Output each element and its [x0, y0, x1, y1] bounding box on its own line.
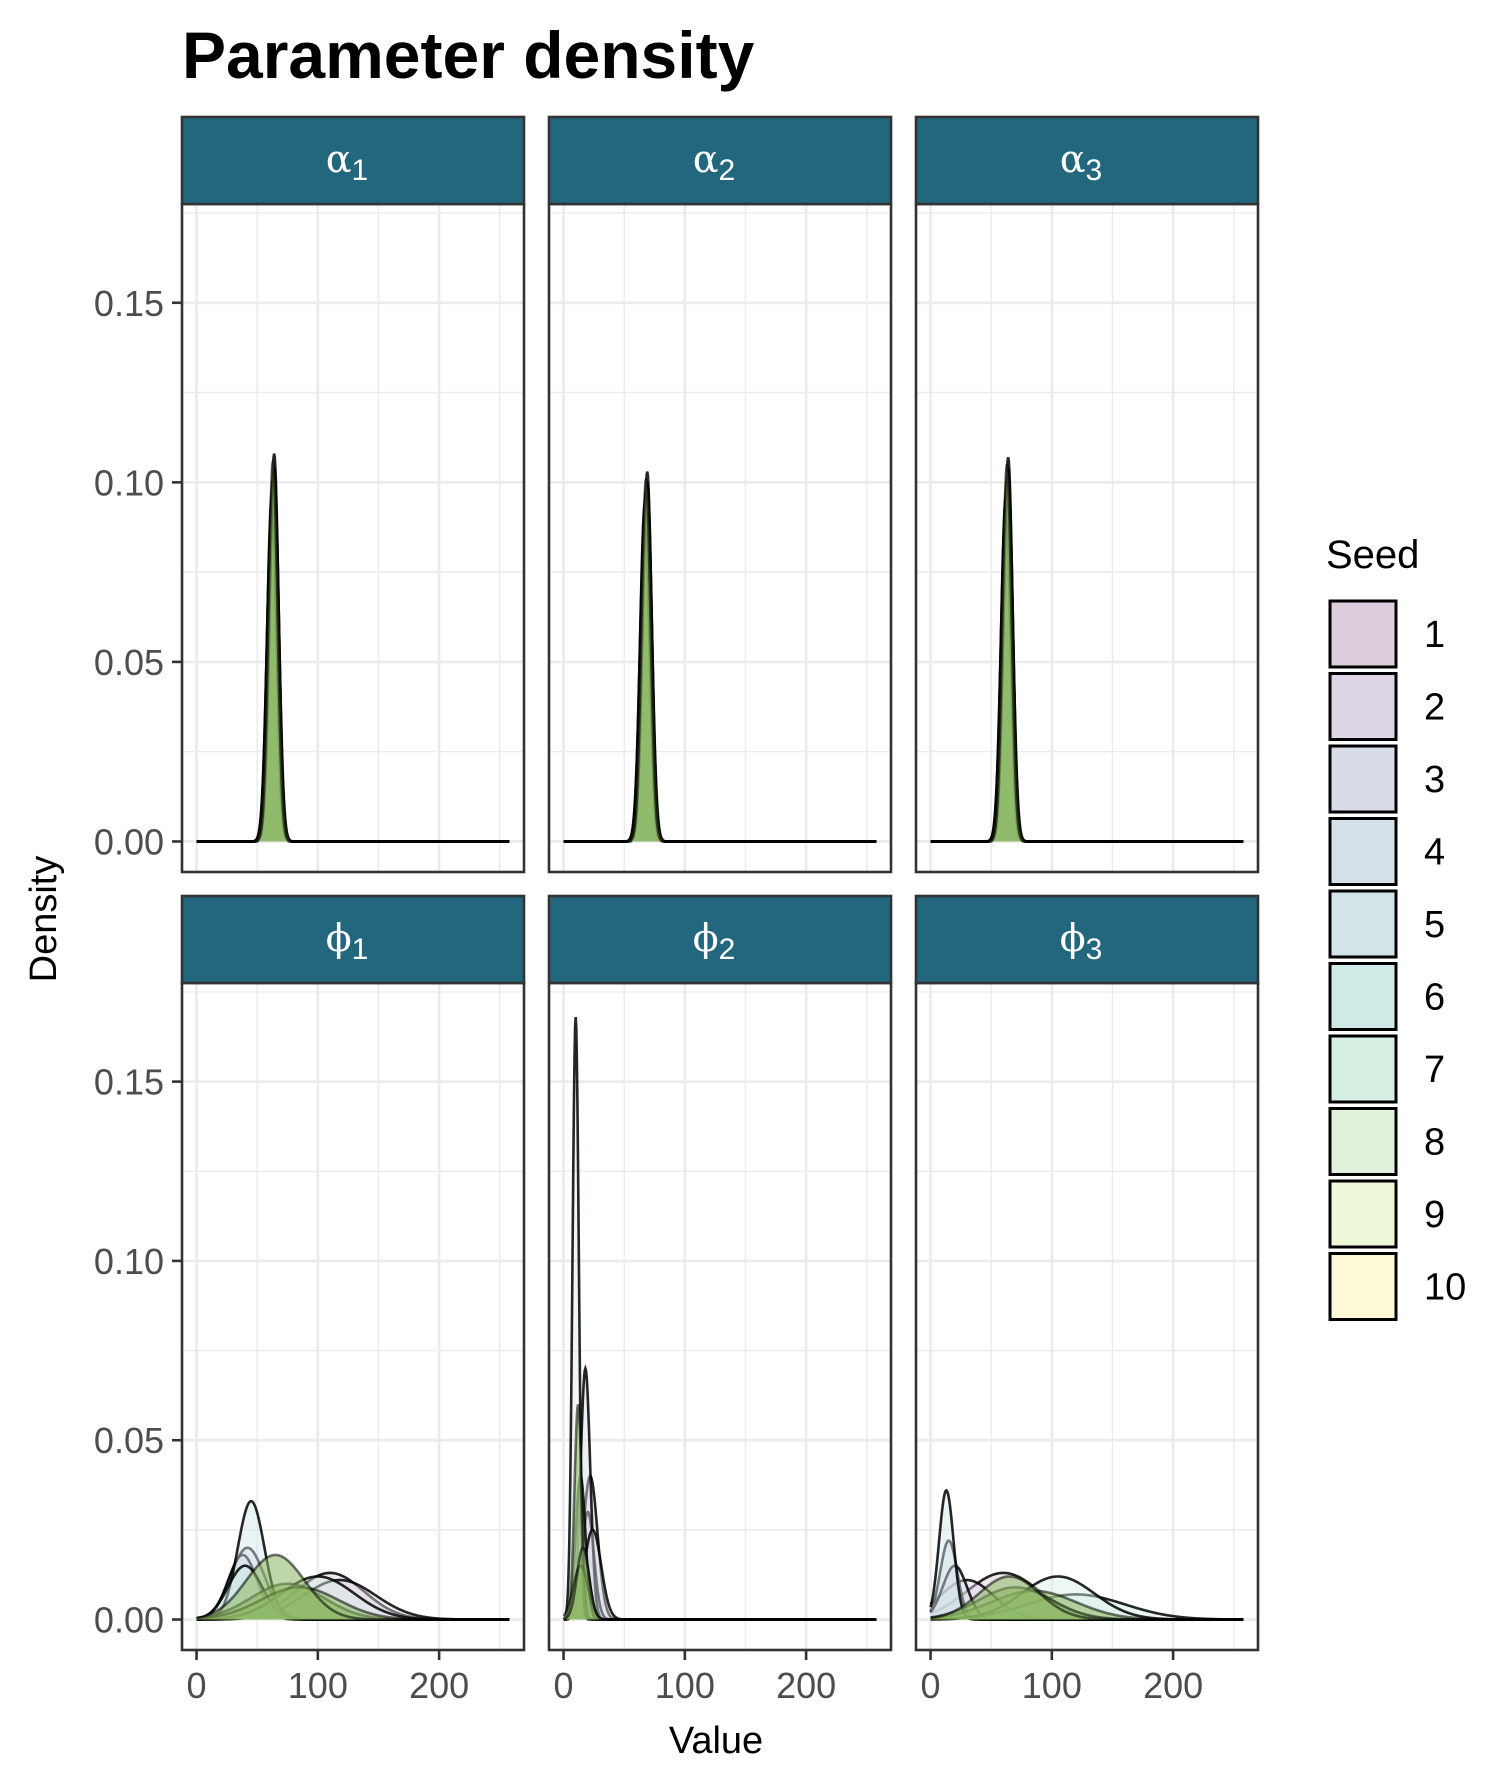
facet-panel: ϕ20 100 200	[547, 894, 893, 1706]
facet-panel: α2	[547, 115, 893, 874]
y-tick-label: 0.15	[94, 1062, 164, 1103]
legend-key-seed-6	[1328, 962, 1398, 1031]
y-tick-label: 0.00	[94, 821, 164, 862]
panel-background	[549, 983, 891, 1650]
legend-key-seed-7	[1328, 1034, 1398, 1104]
legend-label-seed-3: 3	[1424, 759, 1445, 801]
y-tick-label: 0.00	[94, 1600, 164, 1641]
density-line-seed-10	[563, 1546, 877, 1621]
facet-strip	[547, 115, 893, 206]
density-line-seed-10	[563, 478, 877, 843]
y-tick-label: 0.05	[94, 1420, 164, 1461]
chart-title: Parameter density	[182, 18, 755, 92]
facet-strip	[547, 894, 893, 985]
x-tick-label: 200	[1143, 1665, 1203, 1706]
density-area-seed-10	[930, 1576, 1244, 1620]
facet-strip-subscript: 3	[1085, 154, 1102, 187]
legend-label-seed-5: 5	[1424, 904, 1445, 946]
panel-background	[182, 204, 524, 872]
density-line-seed-10	[930, 1575, 1244, 1621]
x-tick-label: 0	[187, 1665, 207, 1706]
facet-panel: α10.000.050.100.15	[94, 115, 526, 874]
legend-label-seed-4: 4	[1424, 832, 1445, 874]
x-tick-label: 200	[776, 1665, 836, 1706]
y-tick-label: 0.05	[94, 642, 164, 683]
y-axis-title: Density	[23, 856, 65, 983]
x-tick-label: 200	[409, 1665, 469, 1706]
legend-key-seed-2	[1328, 672, 1398, 741]
legend-key-seed-8	[1328, 1107, 1398, 1176]
facet-strip	[914, 115, 1260, 206]
panel-background	[916, 983, 1258, 1650]
facet-strip-subscript: 3	[1086, 933, 1103, 966]
density-area-seed-10	[930, 464, 1244, 842]
facet-panel: ϕ10.000.050.100.150 100 200	[94, 894, 526, 1706]
density-line-seed-10	[196, 1553, 510, 1621]
facet-strip	[914, 894, 1260, 985]
x-axis-title: Value	[669, 1720, 763, 1762]
x-tick-label: 100	[1022, 1665, 1082, 1706]
panel-background	[182, 983, 524, 1650]
facet-strip	[180, 115, 526, 206]
legend-label-seed-6: 6	[1424, 977, 1445, 1019]
x-tick-label: 0	[554, 1665, 574, 1706]
x-tick-label: 100	[288, 1665, 348, 1706]
panel-background	[916, 204, 1258, 872]
legend-label-seed-10: 10	[1424, 1267, 1466, 1309]
y-tick-label: 0.10	[94, 1241, 164, 1282]
density-line-seed-10	[196, 460, 510, 843]
facet-strip-subscript: 1	[352, 933, 369, 966]
legend-key-seed-10	[1328, 1252, 1398, 1321]
facet-strip-subscript: 1	[351, 154, 368, 187]
density-line-seed-10	[930, 464, 1244, 843]
legend-key-seed-4	[1328, 817, 1398, 886]
legend-label-seed-1: 1	[1424, 614, 1445, 656]
legend-label-seed-8: 8	[1424, 1122, 1445, 1164]
legend-key-seed-9	[1328, 1179, 1398, 1249]
facet-strip-subscript: 2	[719, 933, 736, 966]
legend-key-seed-3	[1328, 744, 1398, 814]
y-tick-label: 0.15	[94, 283, 164, 324]
legend-key-seed-1	[1328, 599, 1398, 669]
facet-strip-subscript: 2	[718, 154, 735, 187]
legend: Seed 1 2 3 4 5 6 7 8 9 10	[1326, 533, 1466, 1321]
legend-key-seed-5	[1328, 889, 1398, 959]
facet-panel: α3	[914, 115, 1260, 874]
density-area-seed-10	[196, 1554, 510, 1620]
legend-title: Seed	[1326, 533, 1419, 577]
legend-label-seed-9: 9	[1424, 1194, 1445, 1236]
legend-label-seed-7: 7	[1424, 1049, 1445, 1091]
legend-label-seed-2: 2	[1424, 687, 1445, 729]
facet-panel: ϕ30 100 200	[914, 894, 1260, 1706]
density-area-seed-10	[563, 478, 877, 842]
x-tick-label: 0	[921, 1665, 941, 1706]
x-tick-label: 100	[655, 1665, 715, 1706]
density-area-seed-10	[196, 460, 510, 842]
density-area-seed-2	[196, 1580, 510, 1620]
facet-strip	[180, 894, 526, 985]
panel-background	[549, 204, 891, 872]
y-tick-label: 0.10	[94, 462, 164, 503]
